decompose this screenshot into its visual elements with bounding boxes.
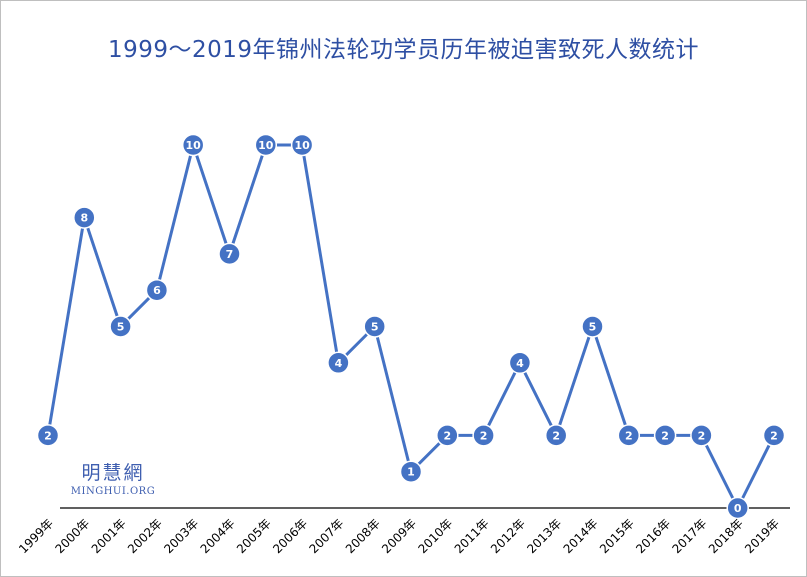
x-tick-label: 2011年 xyxy=(452,516,492,556)
x-tick-label: 2002年 xyxy=(125,516,165,556)
x-tick-label: 2015年 xyxy=(597,516,637,556)
data-point xyxy=(399,460,423,483)
data-label: 2 xyxy=(625,429,633,442)
x-tick-label: 2000年 xyxy=(52,516,92,556)
x-tick-label: 2001年 xyxy=(89,516,129,556)
data-point xyxy=(472,424,495,447)
data-label: 8 xyxy=(80,212,88,225)
x-tick-label: 2003年 xyxy=(161,516,201,556)
x-tick-label: 2019年 xyxy=(742,516,782,556)
data-point xyxy=(181,133,205,157)
series-group: 2 8 5 6 10 7 10 10 4 5 1 2 2 4 2 5 2 2 2 0 2 xyxy=(36,133,786,520)
data-point xyxy=(218,242,241,266)
minghui-watermark: 明慧網 MINGHUI.ORG xyxy=(68,458,158,497)
x-tick-label: 2018年 xyxy=(706,516,746,556)
data-point xyxy=(436,424,459,447)
x-tick-label: 2016年 xyxy=(633,516,673,556)
x-tick-label: 2004年 xyxy=(198,516,238,556)
data-point xyxy=(508,351,532,375)
data-point xyxy=(762,424,786,447)
series-line xyxy=(46,143,776,510)
data-label: 2 xyxy=(443,429,451,442)
x-tick-label: 2005年 xyxy=(234,516,274,556)
data-label: 5 xyxy=(371,321,379,334)
data-label: 2 xyxy=(480,429,488,442)
x-tick-label: 2007年 xyxy=(307,516,347,556)
data-point xyxy=(145,278,169,302)
data-point xyxy=(363,315,386,338)
x-tick-label: 2017年 xyxy=(670,516,710,556)
data-label: 7 xyxy=(226,248,234,261)
data-label: 10 xyxy=(294,139,310,152)
watermark-en: MINGHUI.ORG xyxy=(70,486,156,497)
data-label: 10 xyxy=(258,139,274,152)
x-tick-label: 1999年 xyxy=(16,516,56,556)
x-tick-label: 2013年 xyxy=(524,516,564,556)
data-label: 6 xyxy=(153,284,161,297)
data-point xyxy=(327,351,350,375)
data-label: 5 xyxy=(117,321,125,334)
chart-title: 1999～2019年锦州法轮功学员历年被迫害致死人数统计 xyxy=(107,37,700,63)
x-tick-label: 2012年 xyxy=(488,516,528,556)
x-tick-label: 2008年 xyxy=(343,516,383,556)
x-tick-label: 2009年 xyxy=(379,516,419,556)
watermark-cn: 明慧網 xyxy=(81,462,145,484)
data-label: 2 xyxy=(698,429,706,442)
data-label: 5 xyxy=(589,321,597,334)
data-point xyxy=(726,496,749,520)
data-point xyxy=(36,424,60,447)
data-point xyxy=(690,424,713,447)
data-label: 2 xyxy=(44,429,52,442)
data-label: 10 xyxy=(186,139,202,152)
x-tick-label: 2010年 xyxy=(415,516,455,556)
data-point xyxy=(617,424,641,447)
data-label: 4 xyxy=(516,357,524,370)
data-point xyxy=(290,133,314,157)
x-tick-label: 2006年 xyxy=(270,516,310,556)
data-point xyxy=(544,424,568,447)
data-point xyxy=(254,133,278,157)
x-tick-label: 2014年 xyxy=(561,516,601,556)
data-label: 2 xyxy=(661,429,669,442)
data-label: 2 xyxy=(552,429,560,442)
data-label: 0 xyxy=(734,502,742,515)
data-label: 4 xyxy=(335,357,343,370)
data-point xyxy=(73,206,96,229)
data-label: 2 xyxy=(770,429,778,442)
data-label: 1 xyxy=(407,466,415,479)
data-point xyxy=(581,315,604,338)
data-point xyxy=(109,315,132,338)
data-point xyxy=(653,424,677,447)
tick-label-group: 1999年2000年2001年2002年2003年2004年2005年2006年… xyxy=(16,516,782,556)
